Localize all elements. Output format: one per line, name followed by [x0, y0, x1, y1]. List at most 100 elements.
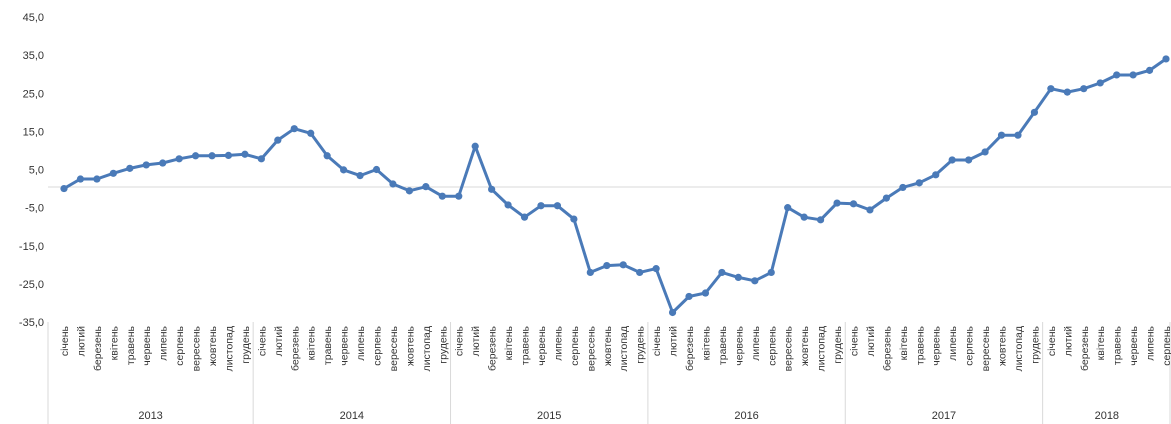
data-point [586, 268, 594, 277]
data-point [619, 261, 627, 269]
x-month-label: листопад [816, 326, 828, 371]
data-point [701, 289, 710, 297]
x-month-label: серпень [1161, 325, 1171, 365]
data-point [849, 200, 858, 208]
x-month-label: лютий [1062, 326, 1074, 356]
data-point [537, 202, 545, 210]
data-point [455, 192, 463, 200]
data-point [1063, 88, 1071, 96]
data-point [636, 268, 644, 277]
x-year-label: 2016 [734, 410, 758, 422]
x-month-label: травень [520, 325, 532, 365]
x-month-label: лютий [865, 326, 877, 356]
x-month-label: січень [454, 325, 466, 356]
x-month-label: травень [1112, 325, 1124, 365]
x-month-label: квітень [306, 325, 318, 360]
x-month-label: вересень [191, 325, 203, 371]
y-tick-label: 35,0 [23, 50, 44, 62]
x-month-label: липень [1145, 325, 1157, 360]
data-point [833, 199, 841, 207]
data-point [175, 155, 183, 163]
x-month-label: жовтень [997, 325, 1009, 366]
x-month-label: вересень [585, 325, 597, 371]
x-month-label: липень [750, 325, 762, 360]
x-month-label: липень [355, 325, 367, 360]
x-month-label: травень [322, 325, 334, 365]
x-month-label: липень [947, 325, 959, 360]
data-point [570, 215, 578, 223]
x-month-label: лютий [668, 326, 680, 356]
x-month-label: грудень [240, 325, 252, 363]
x-month-label: листопад [421, 326, 433, 371]
data-point [224, 151, 233, 159]
data-point [751, 277, 759, 285]
data-point [685, 292, 693, 301]
data-point [603, 261, 611, 270]
data-point [718, 268, 726, 277]
x-month-label: серпень [964, 325, 976, 365]
y-tick-label: 25,0 [23, 88, 44, 100]
data-point [915, 179, 923, 187]
data-point [109, 169, 117, 177]
x-month-label: січень [848, 325, 860, 356]
x-month-label: жовтень [404, 325, 416, 366]
data-point [504, 201, 512, 209]
y-tick-label: 45,0 [23, 12, 44, 24]
x-month-label: листопад [618, 326, 630, 371]
x-month-label: грудень [1029, 325, 1041, 363]
data-point [126, 164, 134, 172]
x-month-label: жовтень [799, 325, 811, 366]
x-month-label: червень [733, 325, 745, 365]
x-month-label: листопад [1013, 326, 1025, 371]
x-month-label: квітень [503, 325, 515, 360]
data-point [1030, 108, 1039, 116]
data-point [932, 171, 940, 179]
x-year-label: 2018 [1095, 410, 1119, 422]
x-month-label: вересень [388, 325, 400, 371]
data-point [257, 155, 265, 163]
data-point [899, 183, 907, 192]
x-month-label: червень [141, 325, 153, 365]
x-month-label: серпень [174, 325, 186, 365]
data-point [356, 172, 364, 180]
x-month-label: вересень [980, 325, 992, 371]
data-point [668, 308, 677, 317]
data-point [652, 265, 660, 273]
x-year-label: 2014 [340, 410, 364, 422]
x-year-label: 2015 [537, 410, 561, 422]
data-point [323, 152, 331, 160]
x-month-label: березень [684, 325, 696, 371]
x-month-label: квітень [108, 325, 120, 360]
x-month-label: січень [1046, 325, 1058, 356]
x-month-label: травень [914, 325, 926, 365]
x-month-label: серпень [569, 325, 581, 365]
data-point [816, 216, 825, 224]
x-month-label: квітень [1095, 325, 1107, 360]
x-year-label: 2017 [932, 410, 956, 422]
x-month-label: грудень [437, 325, 449, 363]
y-tick-label: 5,0 [29, 165, 44, 177]
x-month-label: листопад [223, 326, 235, 371]
data-point [882, 194, 890, 202]
y-tick-label: -15,0 [19, 241, 44, 253]
data-point [372, 165, 381, 174]
data-point [1145, 66, 1154, 74]
x-month-label: березень [487, 325, 499, 371]
x-year-label: 2013 [138, 410, 162, 422]
data-point [274, 136, 282, 144]
data-point [142, 161, 150, 169]
y-tick-label: -25,0 [19, 279, 44, 291]
x-month-label: жовтень [602, 325, 614, 366]
data-point [422, 183, 430, 191]
x-month-label: липень [158, 325, 170, 360]
x-month-label: січень [256, 325, 268, 356]
y-tick-label: 15,0 [23, 126, 44, 138]
series-line [62, 57, 1168, 314]
data-point [93, 175, 101, 183]
data-point [471, 142, 479, 150]
data-point [997, 131, 1006, 139]
data-point [488, 185, 496, 193]
y-tick-label: -35,0 [19, 317, 44, 329]
x-month-label: березень [881, 325, 893, 371]
